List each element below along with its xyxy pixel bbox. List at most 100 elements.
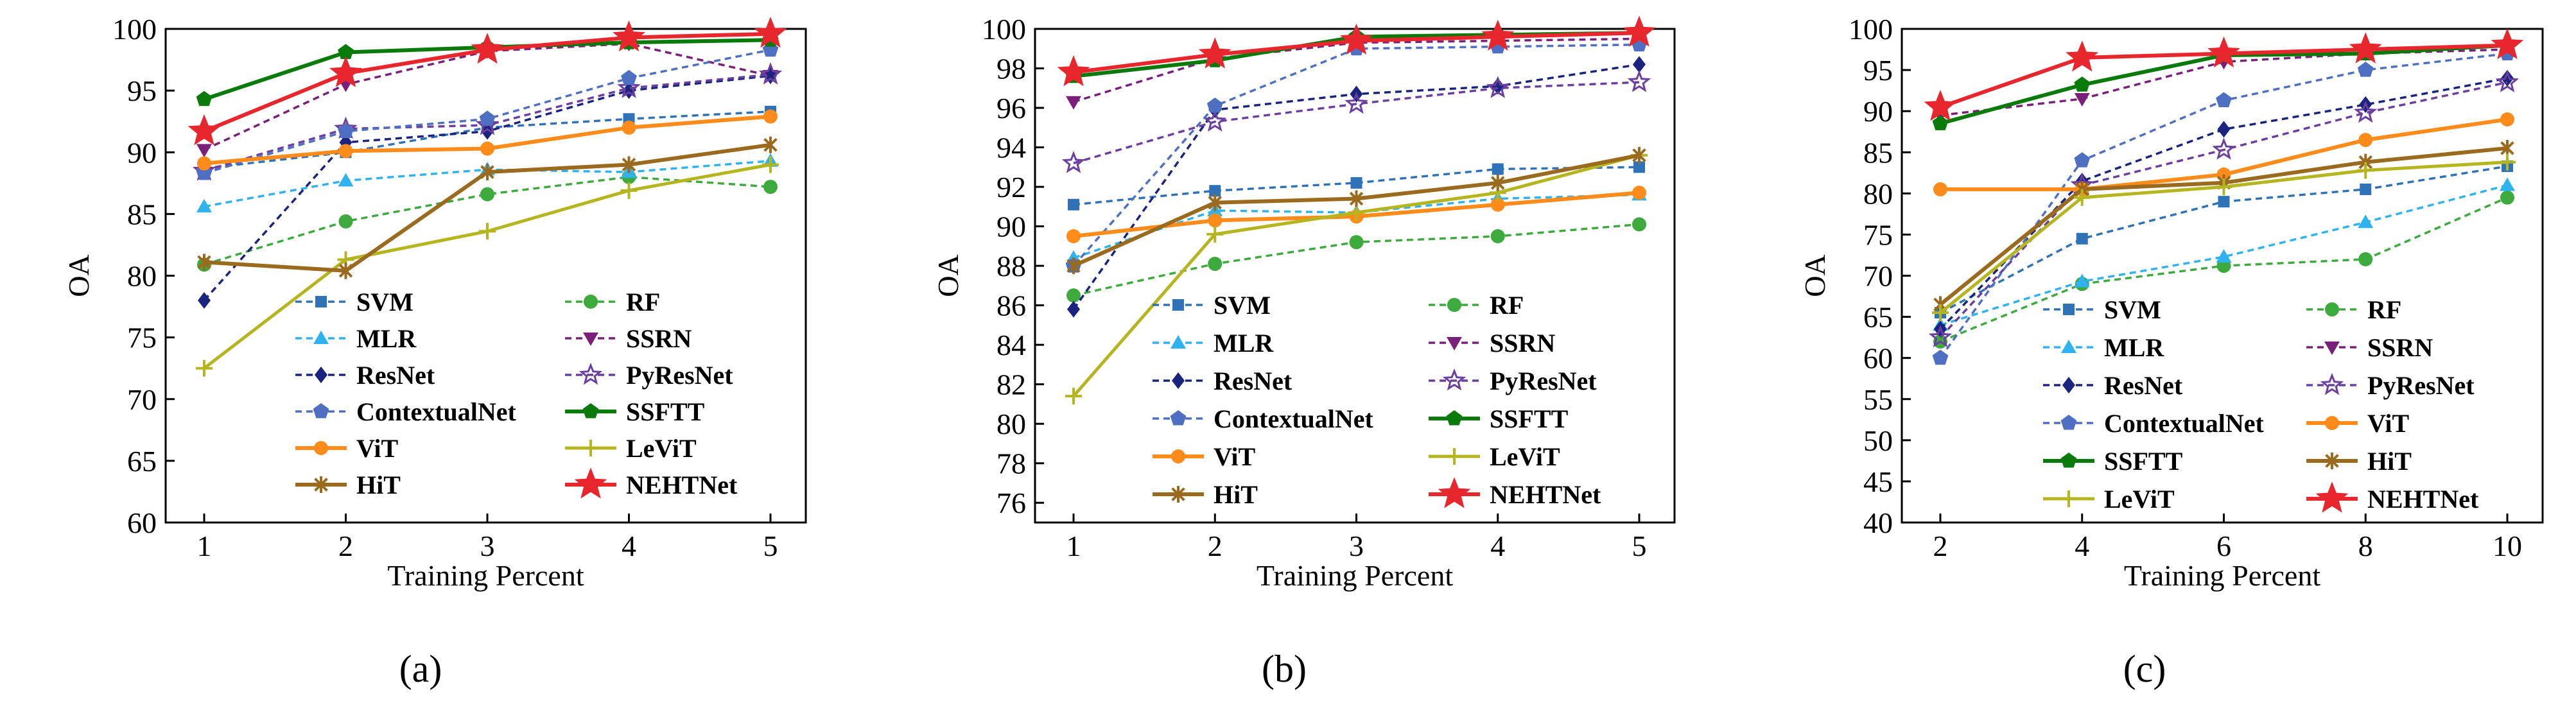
legend-marker-ssrn <box>583 333 598 346</box>
data-point-levit <box>1065 388 1082 405</box>
data-point-nehtnet <box>1623 15 1656 47</box>
data-point-nehtnet <box>2349 32 2382 64</box>
data-point-pyresnet <box>2354 100 2378 123</box>
legend-marker-resnet <box>2062 377 2075 393</box>
data-point-nehtnet <box>187 114 221 146</box>
data-point-rf <box>1632 217 1646 232</box>
y-tick-label: 95 <box>127 74 157 107</box>
y-tick-label: 96 <box>996 92 1026 125</box>
series-nehtnet <box>1924 28 2524 121</box>
data-point-contextualnet <box>2074 152 2091 168</box>
y-tick-label: 85 <box>127 198 157 230</box>
data-point-hit <box>2500 139 2514 157</box>
x-tick-label: 1 <box>1066 530 1081 562</box>
y-tick-label: 55 <box>1863 383 1893 416</box>
legend-marker-resnet <box>1172 372 1185 389</box>
series-rf <box>197 169 778 272</box>
data-point-ssrn <box>1066 96 1081 110</box>
x-tick-label: 4 <box>1490 530 1505 562</box>
series-hit <box>197 136 778 279</box>
y-tick-label: 100 <box>112 13 157 46</box>
legend-item-pyresnet: PyResNet <box>1429 367 1597 395</box>
legend-label: ContextualNet <box>1214 404 1374 433</box>
x-tick-label: 5 <box>763 530 778 562</box>
legend-marker-rf <box>584 295 598 309</box>
legend-label: LeViT <box>1490 442 1560 471</box>
x-tick-label: 1 <box>197 530 212 562</box>
legend-marker-nehtnet <box>574 467 607 499</box>
data-point-levit <box>1206 225 1224 243</box>
y-tick-label: 50 <box>1863 424 1893 457</box>
data-point-rf <box>338 214 353 229</box>
data-point-mlr <box>2074 273 2090 288</box>
data-point-svm <box>2360 183 2372 195</box>
legend-label: MLR <box>356 324 417 353</box>
data-point-rf <box>1066 288 1081 303</box>
data-point-svm <box>1068 198 1079 211</box>
legend-label: MLR <box>2104 333 2164 362</box>
panel-b: 76 78 80 82 84 86 88 90 92 94 96 98 100 1 2 3 4 5 Training… <box>932 13 1676 690</box>
legend-item-svm: SVM <box>1153 291 1271 320</box>
legend-label: ViT <box>356 434 399 463</box>
x-tick-label: 10 <box>2493 530 2522 562</box>
legend-marker-nehtnet <box>1438 477 1471 508</box>
data-point-contextualnet <box>338 123 354 139</box>
data-point-hit <box>763 136 778 153</box>
data-point-pyresnet <box>1061 151 1086 173</box>
x-tick-label: 4 <box>622 530 636 562</box>
legend-label: NEHTNet <box>626 471 738 499</box>
x-tick-label: 6 <box>2216 530 2231 562</box>
data-point-rf <box>1349 235 1364 250</box>
series-vit <box>197 109 778 171</box>
legend: SVM RF MLR SSRN ResNet PyResNet ContextualNet S… <box>1153 291 1601 509</box>
series-hit <box>1066 146 1646 275</box>
x-tick-label: 5 <box>1632 530 1647 562</box>
legend-label: RF <box>626 288 660 316</box>
series-nehtnet <box>1057 15 1656 87</box>
legend-label: NEHTNet <box>1490 480 1601 509</box>
data-point-nehtnet <box>2491 28 2524 60</box>
legend-item-resnet: ResNet <box>1153 367 1292 395</box>
data-point-vit <box>1066 229 1081 243</box>
legend-item-levit: LeViT <box>565 434 697 463</box>
legend-item-pyresnet: PyResNet <box>2306 371 2475 400</box>
legend-marker-ssftt <box>2060 453 2077 468</box>
series-line-mlr <box>1940 184 2508 327</box>
series-line-ssrn <box>1073 37 1640 103</box>
legend-marker-levit <box>582 440 599 456</box>
legend-label: SSFTT <box>626 397 705 426</box>
legend-label: ContextualNet <box>2104 409 2265 438</box>
data-point-nehtnet <box>613 20 645 52</box>
data-point-resnet <box>2501 69 2514 87</box>
legend-marker-rf <box>1447 298 1461 312</box>
legend-label: PyResNet <box>2367 371 2475 400</box>
data-point-vit <box>338 144 353 159</box>
legend-item-nehtnet: NEHTNet <box>1429 477 1601 509</box>
data-point-vit <box>1208 213 1223 228</box>
legend-marker-pyresnet <box>579 362 603 385</box>
legend-marker-hit <box>314 476 328 493</box>
y-tick-label: 84 <box>996 329 1026 361</box>
data-point-levit <box>762 156 779 173</box>
legend-marker-hit <box>1171 486 1185 503</box>
series-line-contextualnet <box>1072 43 1640 267</box>
panel-a: 60 65 70 75 80 85 90 95 100 1 2 3 4 5 Training Percent… <box>62 13 807 690</box>
x-tick-label: 3 <box>1349 530 1364 562</box>
data-point-hit <box>1632 146 1646 164</box>
legend-label: SSFTT <box>1490 404 1569 433</box>
data-point-svm <box>2076 232 2088 245</box>
legend-item-rf: RF <box>565 288 660 316</box>
y-tick-label: 90 <box>127 136 157 169</box>
data-point-mlr <box>2500 177 2515 191</box>
y-tick-label: 98 <box>996 53 1026 85</box>
data-point-mlr <box>196 198 212 212</box>
legend-item-ssftt: SSFTT <box>565 397 705 426</box>
series-levit <box>196 156 779 377</box>
legend-item-pyresnet: PyResNet <box>565 361 733 390</box>
data-point-vit <box>2500 112 2514 126</box>
legend-item-contextualnet: ContextualNet <box>2043 409 2265 438</box>
legend-label: SSRN <box>1490 329 1555 358</box>
legend-marker-resnet <box>315 367 327 383</box>
